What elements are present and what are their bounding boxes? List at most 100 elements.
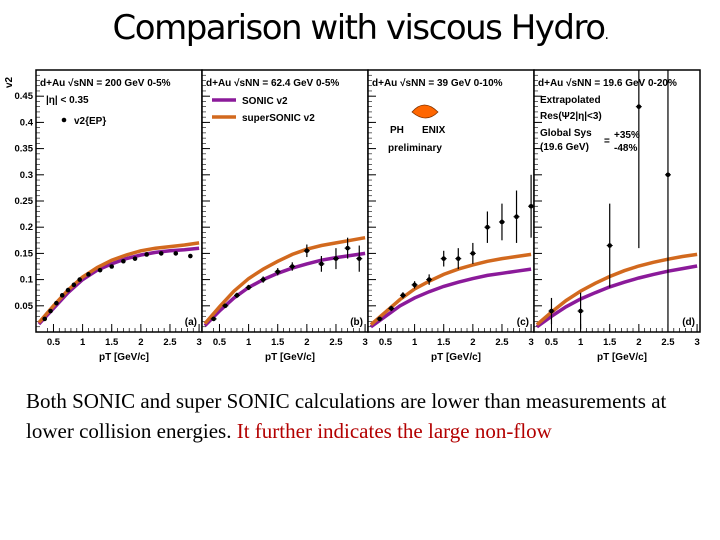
x-tick-label: 2.5 — [329, 337, 343, 348]
plot-frame — [35, 69, 203, 333]
data-point — [77, 277, 82, 282]
x-tick-label: 1.5 — [105, 337, 119, 348]
data-point — [607, 243, 613, 248]
data-point — [188, 253, 193, 259]
data-point — [400, 293, 406, 298]
x-tick-label: 1 — [80, 337, 86, 348]
caption-text: Both SONIC and super SONIC calculations … — [26, 389, 667, 443]
data-point — [234, 293, 240, 298]
data-point — [426, 277, 432, 282]
data-point — [665, 172, 671, 178]
slide-title: Comparison with viscous Hydro. — [0, 8, 720, 48]
supersonic-curve — [369, 252, 532, 327]
panel-a: 0.5 1 1.5 2 2.5 3 0.05 0.1 0.15 0.2 0.25 0.3 0.35 0.4… — [15, 69, 203, 363]
x-tick-label: 1 — [578, 337, 584, 348]
v2-comparison-figure: v2 0.5 1 1.5 2 2.5 3 0.05 0.1 0.15 0.2 0.25 0.3 0.35… — [4, 69, 701, 363]
data-point — [499, 219, 505, 225]
title-text: Comparison with viscous Hydro — [112, 8, 606, 48]
x-tick-label: 0.5 — [47, 337, 61, 348]
y-tick-label: 0.3 — [20, 170, 33, 181]
y-axis-label: v2 — [4, 76, 15, 88]
data-point — [71, 282, 77, 288]
x-tick-label: 2.5 — [163, 337, 177, 348]
data-point — [356, 256, 362, 261]
panel-tag: (a) — [185, 317, 197, 328]
x-tick-label: 1.5 — [603, 337, 617, 348]
y-tick-label: 0.2 — [20, 222, 33, 233]
legend-energy: (19.6 GeV) — [540, 142, 589, 153]
sonic-curve — [535, 264, 698, 329]
sonic-curve — [369, 267, 532, 329]
logo-text-ph: PH — [390, 125, 404, 136]
x-tick-label: 3 — [694, 337, 699, 348]
supersonic-curve — [37, 241, 200, 324]
plot-frame — [533, 69, 701, 333]
data-point — [455, 256, 461, 261]
x-tick-label: 3 — [528, 337, 533, 348]
x-tick-label: 1 — [246, 337, 252, 348]
logo-text-enix: ENIX — [422, 125, 446, 136]
data-point — [246, 285, 251, 290]
legend-minus: -48% — [614, 143, 637, 154]
panel-header: d+Au √sNN = 62.4 GeV 0-5% — [206, 78, 339, 89]
y-tick-label: 0.35 — [15, 144, 34, 155]
y-tick-label: 0.4 — [20, 117, 34, 128]
legend-v2ep: v2{EP} — [74, 116, 106, 127]
legend-marker — [61, 117, 67, 123]
data-point — [333, 256, 339, 261]
data-point — [319, 261, 324, 267]
x-tick-label: 1.5 — [437, 337, 451, 348]
legend-plus: +35% — [614, 130, 640, 141]
data-point — [289, 264, 295, 269]
panel-header: d+Au √sNN = 19.6 GeV 0-20% — [538, 78, 677, 89]
legend-equals: = — [604, 136, 610, 147]
x-tick-label: 2 — [138, 337, 143, 348]
legend-resolution: Res(Ψ2|η|<3) — [540, 111, 602, 122]
data-point — [441, 256, 447, 261]
x-axis-label: pT [GeV/c] — [265, 352, 315, 363]
x-tick-label: 3 — [196, 337, 201, 348]
legend-eta: |η| < 0.35 — [46, 95, 89, 106]
data-point — [412, 282, 417, 288]
data-point — [86, 272, 91, 277]
data-point — [54, 300, 59, 306]
data-point — [275, 269, 281, 275]
panel-header: d+Au √sNN = 200 GeV 0-5% — [40, 78, 171, 89]
y-tick-label: 0.05 — [15, 301, 34, 312]
title-dot: . — [604, 27, 609, 43]
data-point — [485, 224, 490, 230]
plot-area — [203, 235, 366, 327]
x-tick-label: 2 — [636, 337, 641, 348]
panel-tag: (d) — [682, 317, 695, 328]
data-point — [528, 203, 534, 209]
supersonic-curve — [203, 235, 366, 325]
data-point — [549, 308, 554, 314]
x-tick-label: 3 — [362, 337, 367, 348]
plot-area — [535, 70, 698, 332]
y-tick-label: 0.1 — [20, 275, 34, 286]
data-point — [144, 252, 149, 257]
data-point — [173, 251, 179, 256]
x-tick-label: 0.5 — [379, 337, 393, 348]
panel-tag: (c) — [517, 317, 529, 328]
data-point — [470, 251, 476, 256]
caption-highlight: It further indicates the large non-flow — [236, 419, 552, 443]
data-point — [578, 308, 583, 314]
legend-supersonic: superSONIC v2 — [242, 113, 315, 124]
data-point — [514, 214, 519, 220]
x-axis-label: pT [GeV/c] — [597, 352, 647, 363]
plot-frame — [201, 69, 369, 333]
legend-global-sys: Global Sys — [540, 128, 592, 139]
x-tick-label: 1 — [412, 337, 418, 348]
sonic-curve — [203, 251, 366, 327]
data-point — [222, 303, 228, 309]
data-point — [42, 316, 48, 322]
data-point — [65, 287, 71, 293]
data-point — [636, 104, 642, 109]
data-point — [377, 316, 382, 322]
x-tick-label: 2 — [304, 337, 309, 348]
x-axis-label: pT [GeV/c] — [99, 352, 149, 363]
data-point — [345, 245, 350, 251]
y-tick-label: 0.15 — [15, 248, 34, 259]
data-point — [304, 248, 310, 254]
